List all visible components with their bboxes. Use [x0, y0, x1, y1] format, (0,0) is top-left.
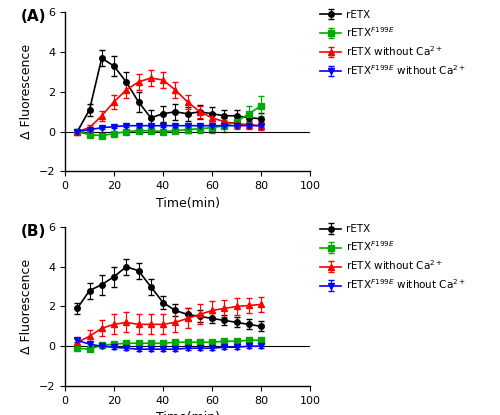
X-axis label: Time(min): Time(min): [156, 411, 220, 415]
X-axis label: Time(min): Time(min): [156, 197, 220, 210]
Text: (B): (B): [21, 224, 46, 239]
Y-axis label: Δ Fluorescence: Δ Fluorescence: [20, 44, 33, 139]
Legend: rETX, rETX$^{F199E}$, rETX without Ca$^{2+}$, rETX$^{F199E}$ without Ca$^{2+}$: rETX, rETX$^{F199E}$, rETX without Ca$^{…: [320, 224, 466, 291]
Y-axis label: Δ Fluorescence: Δ Fluorescence: [20, 259, 33, 354]
Text: (A): (A): [21, 9, 46, 24]
Legend: rETX, rETX$^{F199E}$, rETX without Ca$^{2+}$, rETX$^{F199E}$ without Ca$^{2+}$: rETX, rETX$^{F199E}$, rETX without Ca$^{…: [320, 10, 466, 77]
